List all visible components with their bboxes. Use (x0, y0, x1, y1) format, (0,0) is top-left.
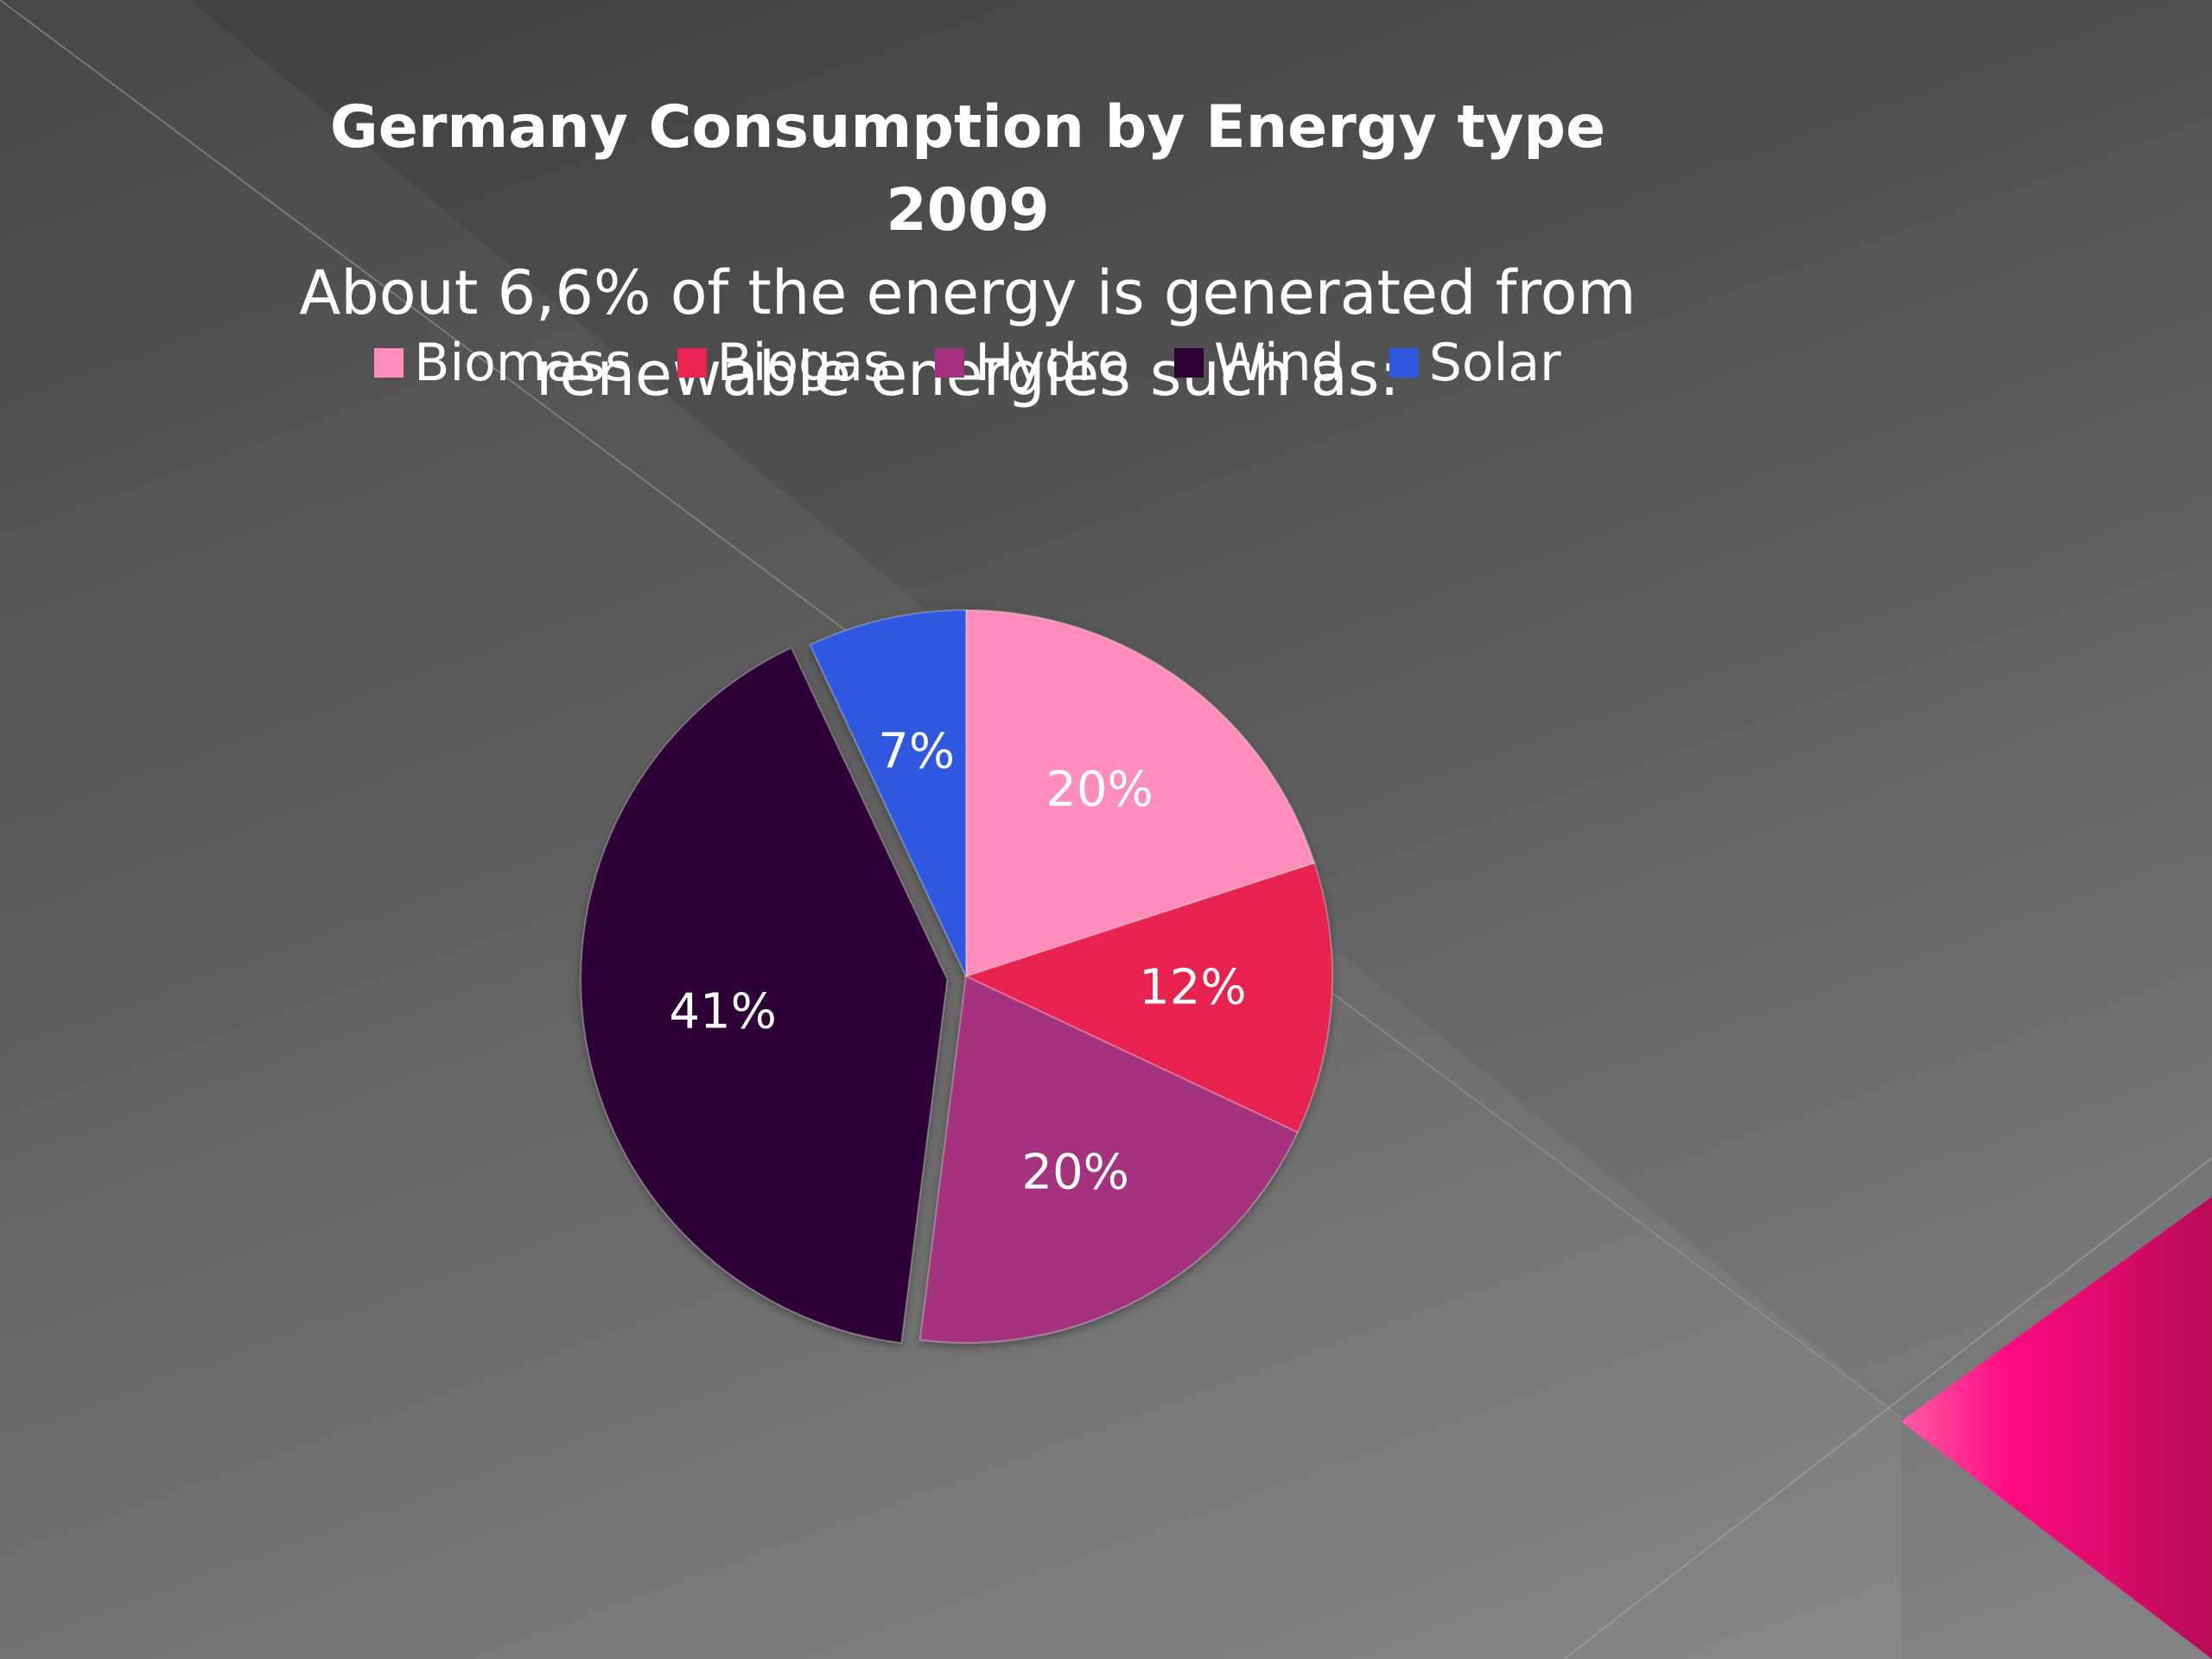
legend-item-biogas: Biogas (677, 333, 891, 393)
legend-swatch (677, 348, 707, 378)
chart-legend: Biomass Biogas Hydro Wind Solar (259, 333, 1676, 393)
pie-slice-hydro (918, 975, 1299, 1344)
pie-slice-wind (580, 646, 949, 1344)
legend-swatch (1174, 348, 1204, 378)
legend-swatch (1389, 348, 1419, 378)
pie-slice-solar (809, 608, 967, 977)
chart-title: Germany Consumption by Energy type 2009 (329, 93, 1606, 245)
legend-label: Hydro (975, 333, 1129, 393)
legend-item-biomass: Biomass (374, 333, 632, 393)
pie-data-label-solar: 7% (878, 724, 955, 780)
pie-slice-biomass (965, 608, 1316, 978)
pie-data-label-biomass: 20% (1046, 761, 1153, 817)
legend-label: Wind (1214, 333, 1344, 393)
pie-data-label-wind: 41% (669, 984, 776, 1040)
pie-slice-biogas (963, 861, 1333, 1134)
pink-accent-triangle (1901, 1197, 2212, 1659)
pie-data-label-hydro: 20% (1021, 1145, 1128, 1201)
legend-item-wind: Wind (1174, 333, 1344, 393)
legend-item-solar: Solar (1389, 333, 1561, 393)
legend-swatch (374, 348, 404, 378)
pie-data-label-biogas: 12% (1139, 960, 1246, 1016)
legend-swatch (935, 348, 965, 378)
legend-item-hydro: Hydro (935, 333, 1129, 393)
background-corner-line (1563, 1157, 2212, 1659)
legend-label: Solar (1428, 333, 1561, 393)
legend-label: Biomass (414, 333, 632, 393)
legend-label: Biogas (716, 333, 891, 393)
